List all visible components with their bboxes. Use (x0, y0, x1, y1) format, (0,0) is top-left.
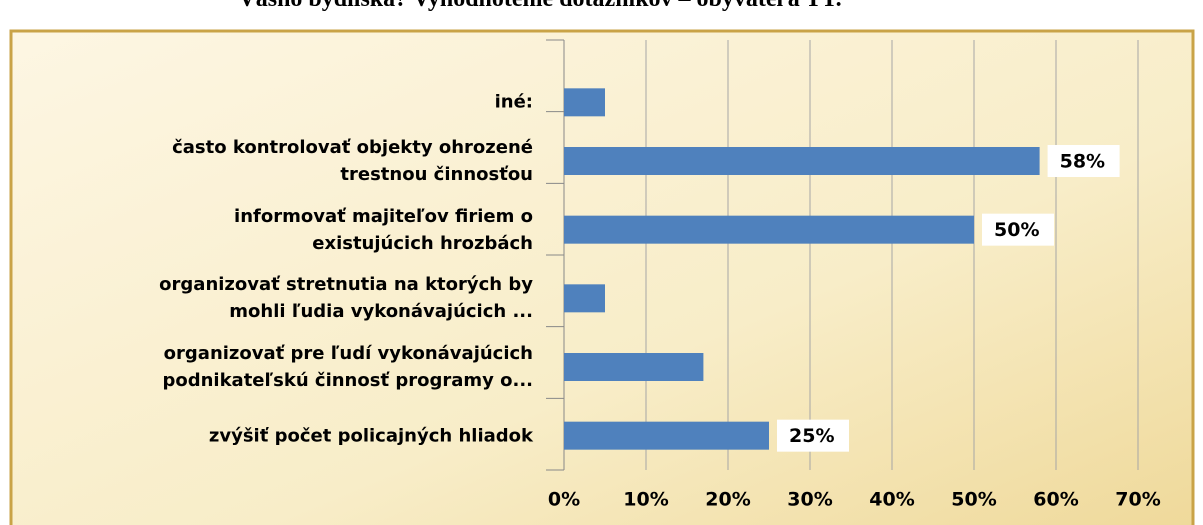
chart-title: Vášho bydliska? Vyhodnotenie dotazníkov … (238, 0, 841, 12)
data-label: 50% (994, 219, 1039, 241)
y-tick-label: organizovať stretnutia na ktorých by moh… (159, 274, 533, 323)
x-tick-label: 70% (1115, 489, 1160, 511)
x-tick-label: 50% (951, 489, 996, 511)
data-label: 58% (1060, 151, 1105, 173)
x-tick-label: 40% (869, 489, 914, 511)
data-label-bg (982, 213, 1054, 246)
y-tick-label: organizovať pre ľudí vykonávajúcich podn… (162, 343, 533, 391)
bar (564, 88, 605, 117)
y-tick-label: informovať majiteľov firiem o existujúci… (234, 205, 533, 254)
data-label-bg (1047, 145, 1120, 177)
x-tick-label: 60% (1033, 489, 1078, 511)
y-tick-label: zvýšiť počet policajných hliadok (208, 425, 533, 447)
bar (564, 147, 1040, 175)
x-tick-label: 0% (548, 489, 580, 511)
data-label-bg (777, 419, 849, 452)
x-tick-label: 20% (705, 489, 750, 511)
x-tick-label: 30% (787, 489, 832, 511)
bar (564, 421, 769, 450)
y-tick-label: často kontrolovať objekty ohrozené trest… (172, 137, 533, 185)
bar (564, 284, 605, 313)
data-label: 25% (789, 425, 834, 447)
bar (564, 353, 704, 381)
bar (564, 215, 974, 244)
x-tick-label: 10% (623, 489, 668, 511)
y-tick-label: iné: (494, 91, 533, 113)
